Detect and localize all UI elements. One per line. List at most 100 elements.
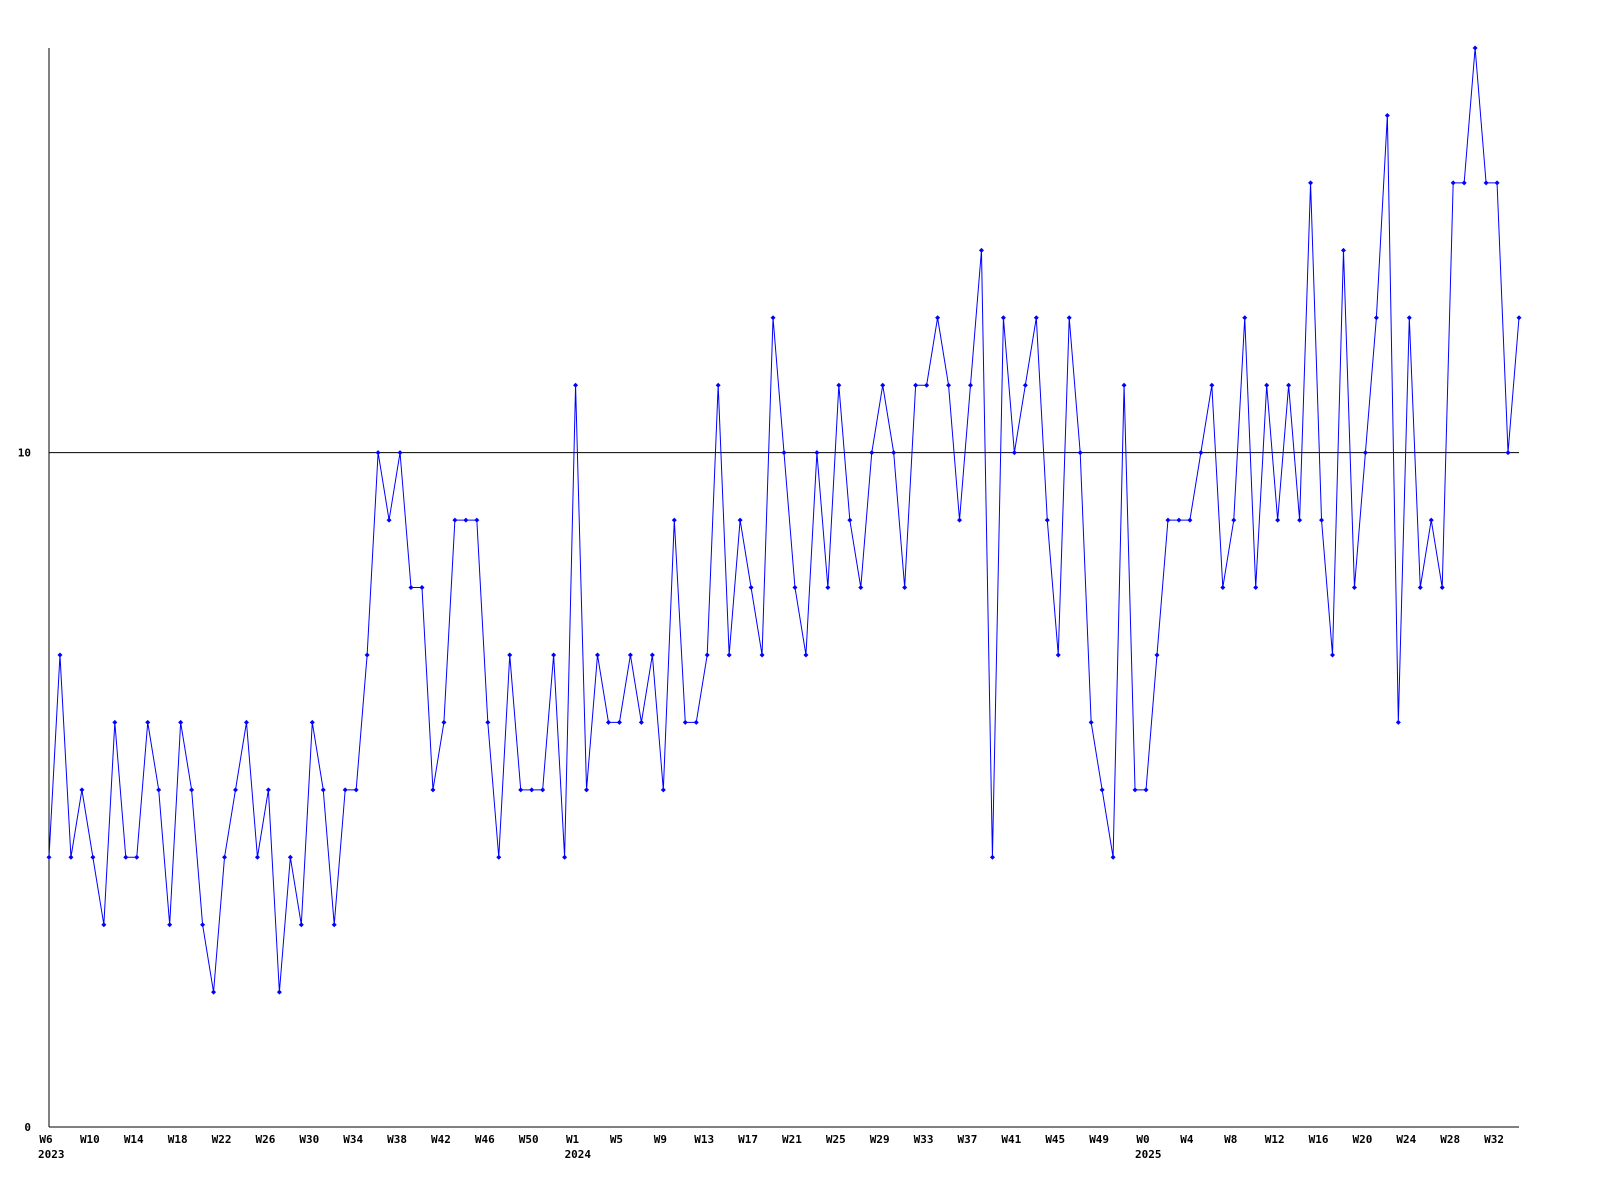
data-point [1077,450,1083,456]
data-point [1143,787,1149,793]
data-point [441,719,447,725]
x-year-label: 2025 [1135,1148,1162,1161]
data-point [770,315,776,321]
data-point [573,382,579,388]
data-point [1099,787,1105,793]
data-point [397,450,403,456]
data-point [386,517,392,523]
data-point [452,517,458,523]
x-tick-label: W34 [343,1133,363,1146]
x-tick-label: W22 [212,1133,232,1146]
data-point [1231,517,1237,523]
data-point [748,585,754,590]
data-point [485,719,491,725]
data-point [584,787,590,793]
data-point [1066,315,1072,321]
data-point [825,585,831,590]
data-point [1088,719,1094,725]
y-tick-label: 10 [18,447,31,460]
data-point [1340,247,1346,253]
data-point [540,787,546,793]
x-tick-label: W49 [1089,1133,1109,1146]
data-point [342,787,348,793]
data-point [1011,450,1017,456]
data-point [616,719,622,725]
data-point [1297,517,1303,523]
data-point [1176,517,1182,523]
data-point [90,854,96,860]
data-point [134,854,140,860]
data-point [1121,382,1127,388]
data-point [1406,315,1412,321]
data-point [913,382,919,388]
data-point [562,854,568,860]
data-point [46,854,52,860]
x-tick-label: W14 [124,1133,144,1146]
x-tick-label: W0 [1136,1133,1149,1146]
x-tick-label: W42 [431,1133,451,1146]
data-point [1110,854,1116,860]
x-tick-label: W9 [654,1133,667,1146]
data-point [1055,652,1061,658]
x-tick-label: W45 [1045,1133,1065,1146]
data-point [496,854,502,860]
x-tick-label: W13 [694,1133,714,1146]
data-point [331,922,337,928]
data-point [649,652,655,658]
x-tick-label: W4 [1180,1133,1194,1146]
data-point [551,652,557,658]
x-year-label: 2024 [565,1148,592,1161]
data-point [924,382,930,388]
data-point [419,585,425,590]
data-point [375,450,381,456]
data-point [1516,315,1522,321]
x-tick-label: W32 [1484,1133,1504,1146]
data-point [320,787,326,793]
data-point [605,719,611,725]
x-tick-label: W17 [738,1133,758,1146]
x-tick-label: W33 [914,1133,934,1146]
x-tick-label: W46 [475,1133,495,1146]
data-point [430,787,436,793]
data-point [693,719,699,725]
x-tick-label: W26 [255,1133,275,1146]
data-point [737,517,743,523]
data-point [1428,517,1434,523]
x-tick-label: W50 [519,1133,539,1146]
data-point [1373,315,1379,321]
data-point [1417,585,1423,590]
x-tick-label: W28 [1440,1133,1460,1146]
data-point [1187,517,1193,523]
data-point [935,315,941,321]
data-point [178,719,184,725]
data-point [1165,517,1171,523]
data-point [57,652,63,658]
data-point [1253,585,1259,590]
data-point [1395,719,1401,725]
data-point [1483,180,1489,186]
data-point [507,652,513,658]
data-point [529,787,535,793]
data-point [222,854,228,860]
data-point [364,652,370,658]
data-point [287,854,293,860]
y-tick-label: 0 [24,1121,31,1134]
data-point [211,989,217,995]
data-point [68,854,74,860]
data-point [200,922,206,928]
x-tick-label: W8 [1224,1133,1237,1146]
data-point [781,450,787,456]
data-point [79,787,85,793]
data-point [891,450,897,456]
data-point [1362,450,1368,456]
data-point [101,922,107,928]
data-point [1275,517,1281,523]
data-point [265,787,271,793]
x-year-label: 2023 [38,1148,65,1161]
data-point [309,719,315,725]
data-point [1286,382,1292,388]
data-point [1384,112,1390,118]
x-tick-label: W41 [1001,1133,1021,1146]
data-point [1033,315,1039,321]
